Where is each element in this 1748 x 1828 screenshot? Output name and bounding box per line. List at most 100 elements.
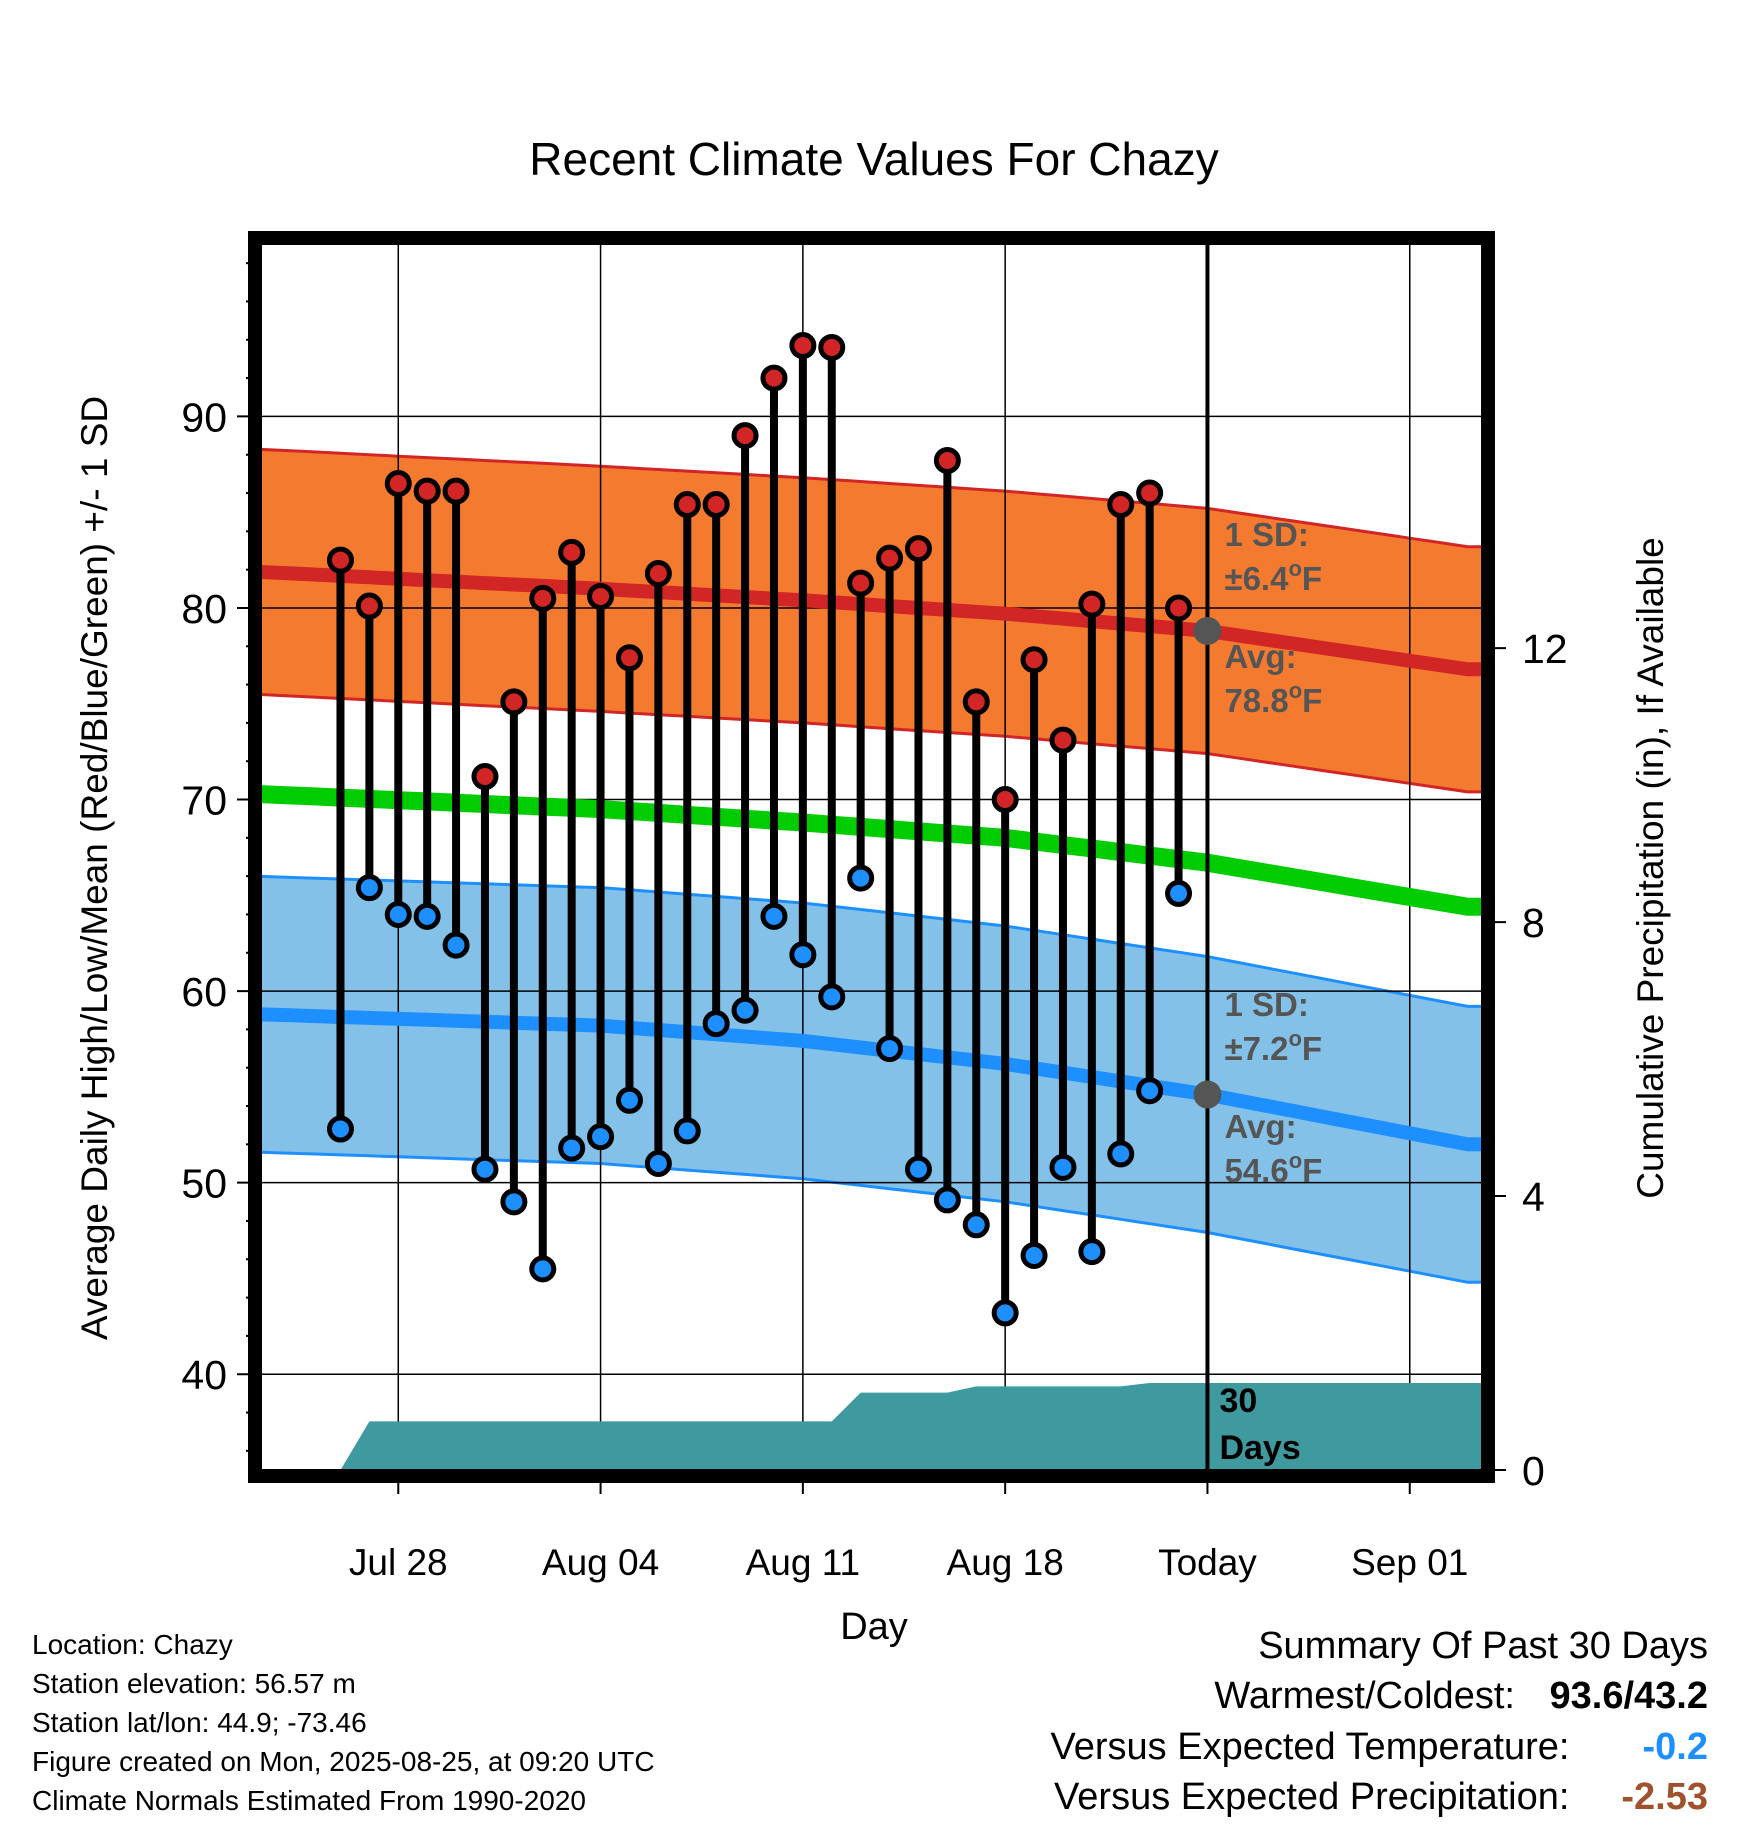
observed-high-point — [933, 446, 961, 474]
observed-low-point — [673, 1117, 701, 1145]
location-text: Location: Chazy — [32, 1629, 233, 1660]
x-tick-label: Jul 28 — [349, 1542, 448, 1583]
observed-low-point — [587, 1123, 615, 1151]
observed-high-point — [471, 763, 499, 791]
observed-high-point — [615, 644, 643, 672]
observed-low-point — [1136, 1077, 1164, 1105]
y2-tick-label: 4 — [1522, 1174, 1545, 1220]
observed-low-point — [355, 874, 383, 902]
observed-low-point — [702, 1010, 730, 1038]
x-tick-label: Aug 11 — [746, 1542, 861, 1583]
observed-high-point — [644, 559, 672, 587]
y-tick-label: 70 — [181, 778, 227, 824]
temp-label: Versus Expected Temperature: — [1050, 1726, 1570, 1768]
observed-high-point — [962, 688, 990, 716]
today-high-avg-marker — [1193, 616, 1222, 645]
observed-low-point — [760, 902, 788, 930]
observed-high-point — [384, 469, 412, 497]
created-text: Figure created on Mon, 2025-08-25, at 09… — [32, 1746, 655, 1777]
observed-low-point — [615, 1086, 643, 1114]
temp-row: Versus Expected Temperature: -0.2 — [1051, 1722, 1708, 1772]
observed-low-point — [1165, 879, 1193, 907]
observed-low-point — [1107, 1140, 1135, 1168]
low-avg-value: 54.6oF — [1224, 1148, 1322, 1189]
observed-low-point — [991, 1299, 1019, 1327]
observed-high-point — [904, 535, 932, 563]
observed-low-point — [933, 1186, 961, 1214]
observed-low-point — [326, 1115, 354, 1143]
observed-high-point — [702, 491, 730, 519]
low-sd-upper-line — [261, 874, 1482, 1008]
observed-high-point — [760, 364, 788, 392]
observed-high-point — [442, 477, 470, 505]
warmest-value: 93.6/43.2 — [1549, 1675, 1708, 1717]
y-tick-label: 90 — [181, 394, 227, 440]
observed-high-point — [876, 544, 904, 572]
observed-high-point — [529, 584, 557, 612]
observed-low-point — [644, 1150, 672, 1177]
observed-low-point — [529, 1255, 557, 1283]
observed-low-point — [1049, 1153, 1077, 1181]
today-low-avg-marker — [1193, 1080, 1222, 1109]
observed-high-point — [731, 422, 759, 450]
x-tick-label: Sep 01 — [1351, 1542, 1468, 1583]
low-sd-band — [261, 876, 1482, 1283]
low-avg-label: Avg: — [1224, 1108, 1296, 1145]
observed-low-point — [876, 1035, 904, 1063]
observed-high-point — [413, 477, 441, 505]
warmest-label: Warmest/Coldest: — [1214, 1675, 1515, 1717]
temp-value: -0.2 — [1642, 1726, 1708, 1768]
observed-low-point — [904, 1155, 932, 1183]
observed-low-point — [818, 983, 846, 1011]
observed-high-point — [1136, 479, 1164, 507]
precip-value: -2.53 — [1621, 1776, 1708, 1818]
elevation-text: Station elevation: 56.57 m — [32, 1668, 356, 1699]
summary-title: Summary Of Past 30 Days — [1258, 1625, 1708, 1667]
high-avg-value: 78.8oF — [1224, 678, 1322, 719]
precipitation-area — [340, 1383, 1482, 1470]
low-sd-value: ±7.2oF — [1224, 1026, 1322, 1067]
observed-high-point — [587, 582, 615, 610]
observed-high-point — [1165, 594, 1193, 622]
x-tick-label: Today — [1158, 1542, 1257, 1583]
chart-title: Recent Climate Values For Chazy — [529, 133, 1218, 185]
plot-frame — [248, 231, 1495, 1483]
x-tick-label: Aug 04 — [542, 1542, 659, 1583]
high-sd-band — [261, 449, 1482, 792]
y2-tick-label: 12 — [1522, 626, 1568, 672]
high-sd-lower-line — [261, 693, 1482, 794]
y2-tick-label: 0 — [1522, 1448, 1545, 1494]
x-axis-label: Day — [840, 1606, 908, 1648]
plot-inner — [261, 244, 1482, 1470]
days-label-word: Days — [1219, 1429, 1300, 1467]
observed-low-point — [384, 900, 412, 928]
observed-low-point — [471, 1155, 499, 1183]
observed-high-point — [500, 688, 528, 716]
observed-low-point — [789, 941, 817, 969]
normal-mean-line — [261, 785, 1482, 916]
high-sd-value: ±6.4oF — [1224, 556, 1322, 597]
high-sd-upper-line — [261, 447, 1482, 549]
x-tick-label: Aug 18 — [947, 1542, 1064, 1583]
low-sd-lower-line — [261, 1150, 1482, 1284]
observed-low-point — [1078, 1238, 1106, 1266]
observed-low-point — [558, 1134, 586, 1162]
observed-low-point — [731, 996, 759, 1024]
observed-high-point — [789, 332, 817, 360]
days-label-number: 30 — [1219, 1382, 1257, 1420]
observed-high-point — [1049, 726, 1077, 754]
observed-high-point — [558, 538, 586, 566]
station-info: Location: Chazy Station elevation: 56.57… — [32, 1625, 655, 1820]
y-tick-label: 50 — [181, 1161, 227, 1207]
observed-low-point — [500, 1188, 528, 1216]
y2-tick-label: 8 — [1522, 900, 1545, 946]
high-avg-label: Avg: — [1224, 638, 1296, 675]
y2-axis-label: Cumulative Precipitation (in), If Availa… — [1630, 537, 1671, 1199]
observed-high-point — [818, 333, 846, 361]
observed-high-point — [1020, 646, 1048, 674]
observed-high-point — [326, 546, 354, 574]
observed-low-point — [1020, 1241, 1048, 1269]
latlon-text: Station lat/lon: 44.9; -73.46 — [32, 1707, 367, 1738]
